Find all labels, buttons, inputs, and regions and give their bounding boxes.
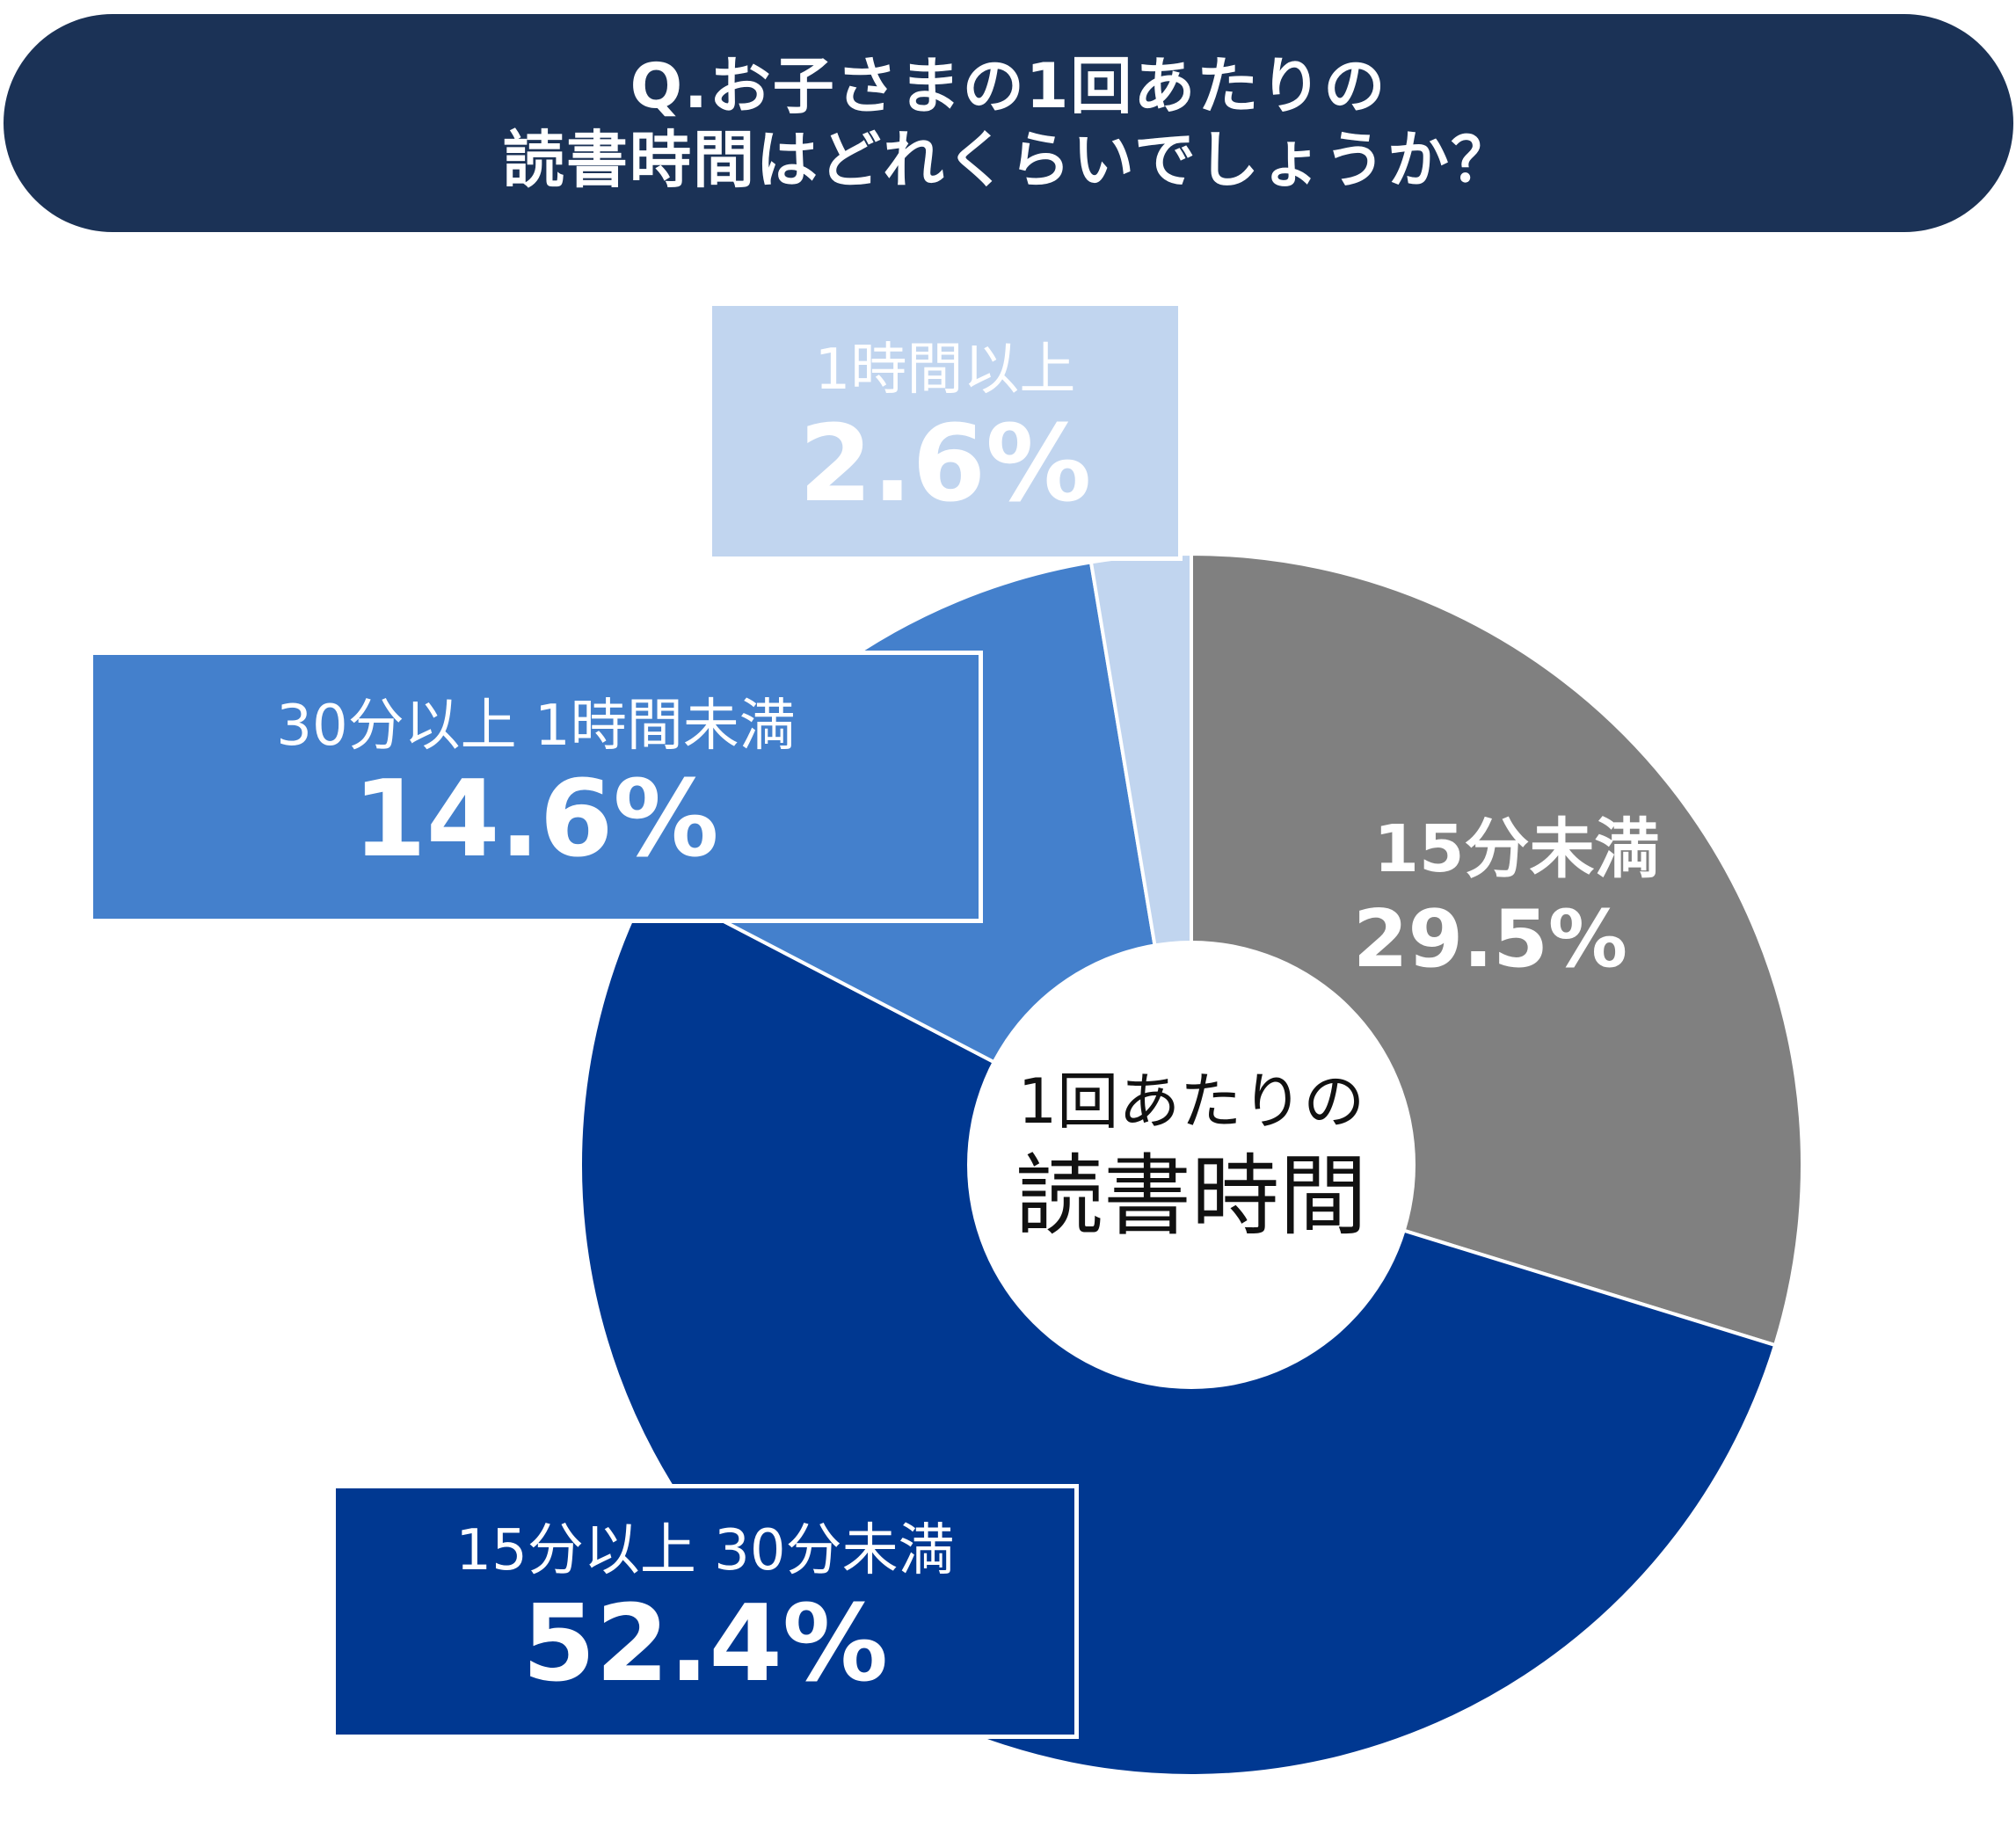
slice-label-30-to-60min: 30分以上 1時間未満 14.6%	[89, 651, 983, 923]
center-label: 1回あたりの 読書時間	[967, 1064, 1416, 1251]
slice-value-over-1h: 2.6%	[798, 403, 1092, 526]
slice-value-under-15min: 29.5%	[1352, 892, 1628, 986]
slice-label-15-to-30min: 15分以上 30分未満 52.4%	[331, 1484, 1079, 1739]
slice-name-under-15min: 15分未満	[1373, 811, 1660, 887]
slice-value-15-to-30min: 52.4%	[521, 1583, 889, 1706]
slice-name-15-to-30min: 15分以上 30分未満	[455, 1517, 955, 1583]
donut-hole	[967, 941, 1416, 1389]
center-label-line-1: 1回あたりの	[1017, 1066, 1365, 1138]
slice-value-30-to-60min: 14.6%	[353, 759, 719, 882]
slice-label-over-1h: 1時間以上 2.6%	[708, 302, 1183, 561]
slice-name-over-1h: 1時間以上	[814, 338, 1076, 404]
title-line-1: Q.お子さまの1回あたりの	[630, 50, 1387, 122]
title-banner: Q.お子さまの1回あたりの 読書時間はどれくらいでしょうか？	[4, 14, 2013, 232]
slice-label-under-15min: 15分未満 29.5%	[1332, 809, 1701, 989]
slice-name-30-to-60min: 30分以上 1時間未満	[276, 693, 796, 759]
center-label-line-2: 読書時間	[1015, 1144, 1367, 1247]
title-line-2: 読書時間はどれくらいでしょうか？	[503, 124, 1514, 196]
